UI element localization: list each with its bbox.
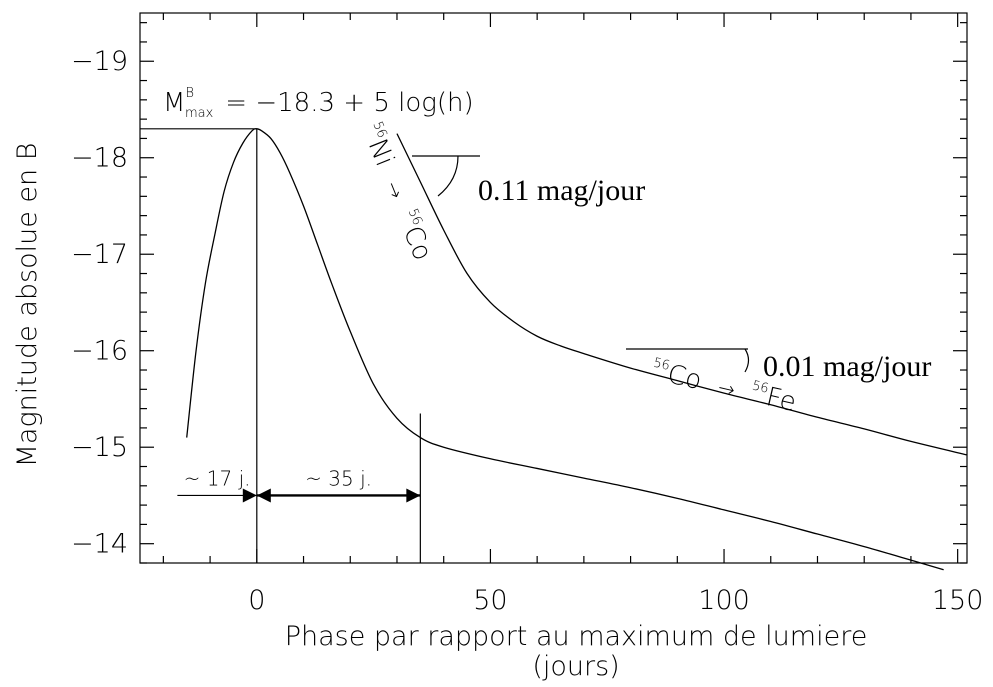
mmax-annotation: MB max = −18.3 + 5 log(h) [163,86,474,121]
y-tick-label: −19 [71,46,128,77]
span-arrowhead [256,488,271,503]
series-layer [186,128,968,571]
x-axis-label: Phase par rapport au maximum de lumiere [285,621,868,652]
x-axis-unit: (jours) [532,651,619,682]
y-tick-label: −18 [71,143,128,174]
x-tick-label: 100 [698,585,750,616]
series-line-2 [396,133,968,456]
phase-spans: ~ 17 j. ~ 35 j. [177,466,421,503]
slope2-label: 0.01 mag/jour [763,350,931,383]
span-arrowhead [406,488,421,503]
x-tick-label: 50 [473,585,507,616]
co-fe-decay-label: 56Co → 56Fe [648,356,799,418]
y-axis-ticks: −14 −15 −16 −17 −18 −19 [71,22,967,564]
x-tick-label: 0 [248,585,265,616]
span-label: ~ 35 j. [305,466,372,490]
span-2: ~ 35 j. [256,466,421,503]
span-arrowhead [242,488,257,503]
y-tick-label: −17 [71,239,128,270]
y-axis-label: Magnitude absolue en B [12,143,43,468]
span-1: ~ 17 j. [177,466,257,503]
plot-frame [139,12,968,564]
x-tick-label: 150 [932,585,984,616]
series-line-1 [186,128,944,571]
x-axis-ticks: 0 50 100 150 [162,13,984,616]
slope1-marker [412,155,480,197]
svg-text:56Co→56Fe: 56Co → 56Fe [648,356,798,418]
y-tick-label: −16 [71,336,128,367]
y-tick-label: −15 [71,432,128,463]
span-label: ~ 17 j. [184,466,251,490]
slope2-marker [626,348,750,373]
reference-lines [140,128,421,563]
y-tick-label: −14 [71,529,128,560]
slope1-label: 0.11 mag/jour [478,174,645,207]
